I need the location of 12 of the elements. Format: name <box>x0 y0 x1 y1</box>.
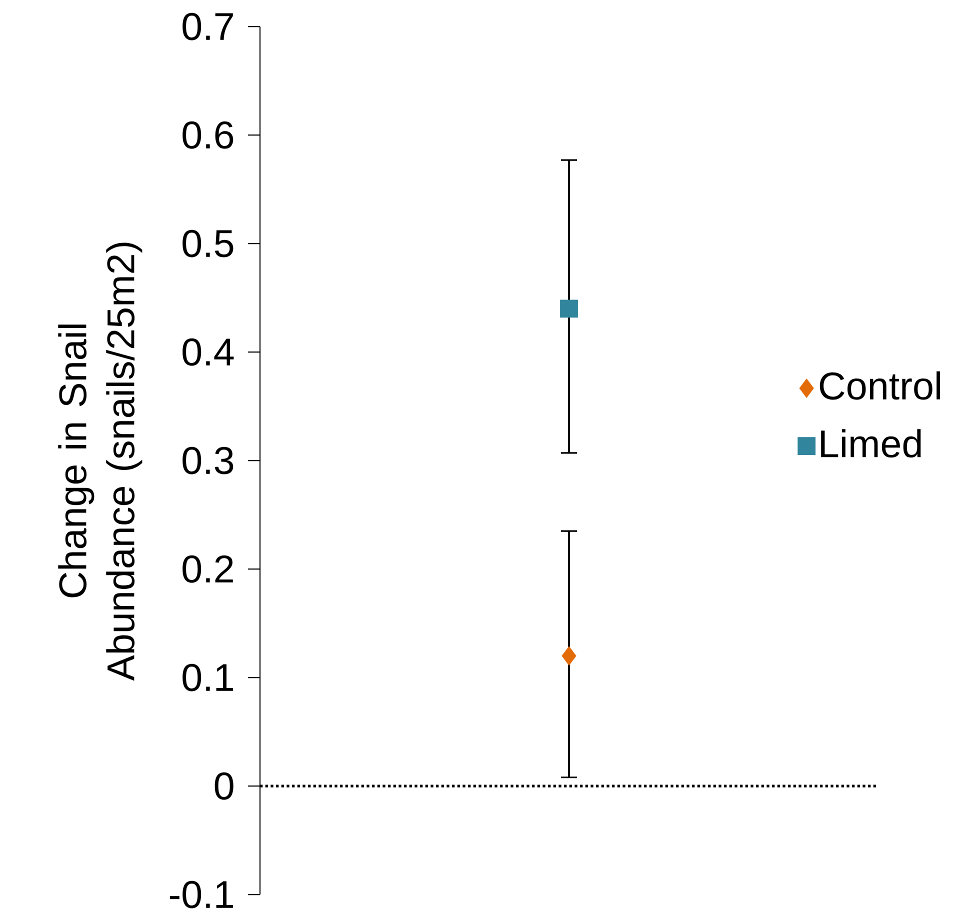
y-tick-label: 0.3 <box>182 446 234 474</box>
y-tick-label: 0 <box>214 772 234 800</box>
legend-label: Limed <box>821 429 921 458</box>
y-tick-label: 0.4 <box>182 338 234 366</box>
y-tick-label: 0.7 <box>182 12 233 40</box>
legend-label: Control <box>820 371 940 400</box>
y-tick-label: -0.1 <box>170 880 233 908</box>
y-tick-label: 0.1 <box>182 664 233 692</box>
y-tick-label: 0.5 <box>182 230 234 258</box>
y-tick-label: 0.6 <box>182 121 234 149</box>
y-axis-title: Change in Snail Abundance (snails/25m2) <box>58 242 142 681</box>
y-tick-label: 0.2 <box>182 555 233 583</box>
